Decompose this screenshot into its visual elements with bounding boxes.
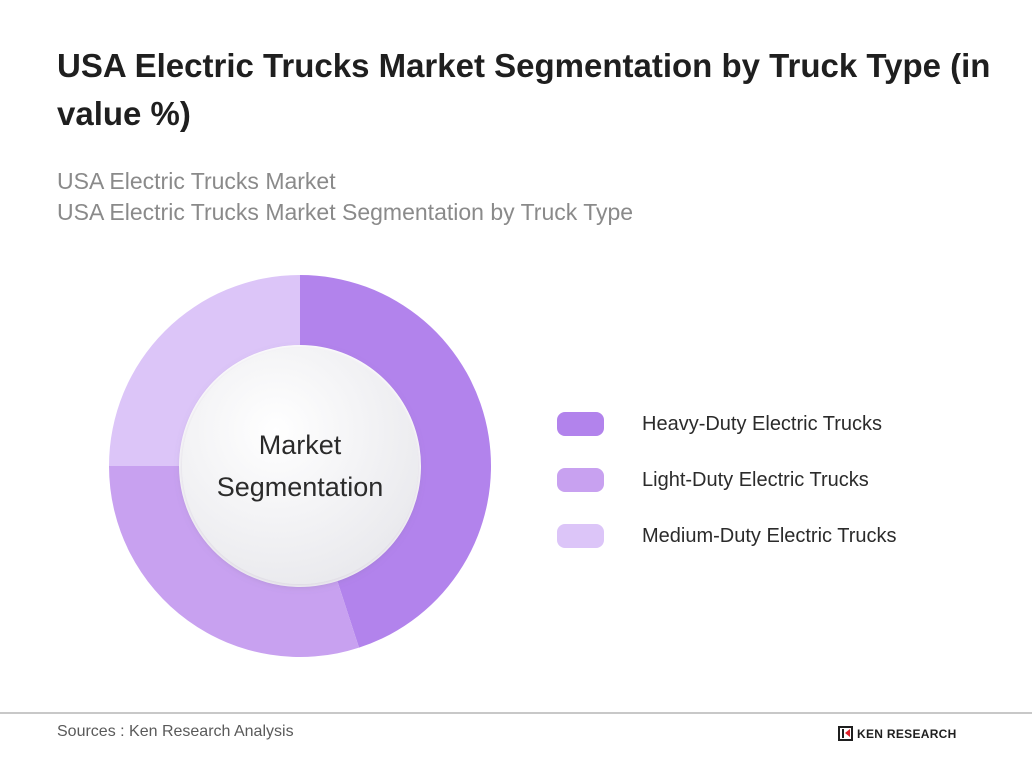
subtitle-line-segmentation: USA Electric Trucks Market Segmentation … xyxy=(57,199,634,225)
subtitle-line-market: USA Electric Trucks Market xyxy=(57,168,336,194)
legend-label-medium-duty: Medium-Duty Electric Trucks xyxy=(642,524,897,547)
donut-slice-medium-duty-electric-trucks xyxy=(109,275,300,466)
legend-label-light-duty: Light-Duty Electric Trucks xyxy=(642,468,869,491)
center-label-line-2: Segmentation xyxy=(216,472,384,502)
legend-item-medium-duty: Medium-Duty Electric Trucks xyxy=(557,522,897,550)
ken-research-logo-icon xyxy=(838,726,853,741)
source-note: Sources : Ken Research Analysis xyxy=(57,723,294,740)
legend-item-light-duty: Light-Duty Electric Trucks xyxy=(557,466,897,494)
donut-center-disc xyxy=(182,348,418,584)
donut-slices xyxy=(109,275,491,657)
chart-subtitle: USA Electric Trucks Market USA Electric … xyxy=(57,166,633,228)
legend-label-heavy-duty: Heavy-Duty Electric Trucks xyxy=(642,412,883,435)
donut-center-label: Market Segmentation xyxy=(182,348,418,584)
legend-item-heavy-duty: Heavy-Duty Electric Trucks xyxy=(557,410,897,438)
legend-swatch-heavy-duty xyxy=(557,412,604,436)
legend-swatch-medium-duty xyxy=(557,524,604,548)
donut-chart xyxy=(109,275,491,657)
chart-legend: Heavy-Duty Electric Trucks Light-Duty El… xyxy=(557,410,897,578)
center-label-line-1: Market xyxy=(258,430,342,460)
chart-title: USA Electric Trucks Market Segmentation … xyxy=(57,47,991,132)
brand-logo: KEN RESEARCH xyxy=(838,726,957,741)
footer-divider xyxy=(0,712,1032,714)
donut-slice-heavy-duty-electric-trucks xyxy=(300,275,491,648)
brand-name: KEN RESEARCH xyxy=(857,726,957,741)
donut-slice-light-duty-electric-trucks xyxy=(109,466,360,657)
legend-swatch-light-duty xyxy=(557,468,604,492)
